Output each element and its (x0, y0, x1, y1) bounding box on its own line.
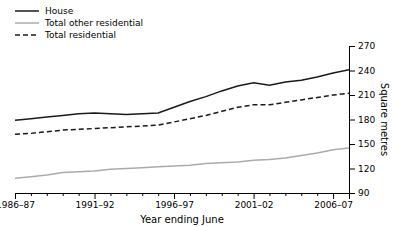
y-tick-label: 90 (358, 188, 370, 198)
x-tick-mark (47, 193, 48, 196)
x-tick (206, 193, 207, 196)
y-tick-label: 150 (358, 139, 375, 149)
x-tick-mark (222, 193, 223, 196)
x-tick-label: 1986–87 (0, 200, 35, 210)
x-tick (285, 193, 286, 196)
x-tick-mark (285, 193, 286, 196)
x-tick-mark (79, 193, 80, 196)
x-tick-mark (206, 193, 207, 196)
legend-label: House (45, 6, 74, 16)
x-tick-mark (190, 193, 191, 196)
x-tick-mark (158, 193, 159, 196)
x-tick-mark (126, 193, 127, 196)
x-tick (317, 193, 318, 196)
x-axis-line (16, 194, 350, 200)
lines (15, 70, 349, 179)
x-tick (126, 193, 127, 196)
x-tick: 2001–02 (235, 193, 274, 210)
x-tick (79, 193, 80, 196)
x-tick (222, 193, 223, 196)
y-tick-mark (349, 46, 355, 47)
x-tick: 1991–92 (76, 193, 115, 210)
x-tick-mark (269, 193, 270, 196)
x-tick-label: 1991–92 (76, 200, 115, 210)
y-axis-line (350, 47, 356, 194)
chart: 1986–87 1991–92 1996–97 2001–02 2006–07 90 120… (0, 0, 397, 227)
y-tick-mark (349, 193, 355, 194)
x-tick-mark (238, 193, 239, 196)
x-tick-mark (110, 193, 111, 196)
y-tick: 90 (349, 188, 370, 198)
y-axis: 90 120 150 180 210 240 270 (349, 41, 375, 198)
y-tick-label: 120 (358, 164, 375, 174)
x-tick (47, 193, 48, 196)
y-tick-mark (349, 169, 355, 170)
y-tick: 270 (349, 41, 375, 51)
x-tick-mark (317, 193, 318, 196)
x-tick (301, 193, 302, 196)
x-tick: 2006–07 (314, 193, 353, 210)
x-tick-mark (95, 193, 96, 199)
x-tick-mark (15, 193, 16, 199)
y-tick-mark (349, 71, 355, 72)
legend-label: Total residential (44, 30, 116, 40)
x-tick-mark (174, 193, 175, 199)
legend-item: House (15, 6, 74, 16)
plot: 1986–87 1991–92 1996–97 2001–02 2006–07 90 120… (0, 41, 390, 225)
x-tick-label: 1996–97 (155, 200, 194, 210)
y-tick-mark (349, 144, 355, 145)
y-tick: 180 (349, 115, 375, 125)
legend-item: Total other residential (15, 18, 143, 28)
x-tick (31, 193, 32, 196)
x-tick: 1996–97 (155, 193, 194, 210)
legend-swatch (15, 22, 39, 24)
y-tick: 120 (349, 164, 375, 174)
legend-label: Total other residential (44, 18, 143, 28)
y-axis-title: Square metres (379, 83, 390, 156)
x-axis: 1986–87 1991–92 1996–97 2001–02 2006–07 (0, 193, 353, 210)
x-tick (142, 193, 143, 196)
x-tick (190, 193, 191, 196)
x-tick-mark (142, 193, 143, 196)
x-tick-mark (333, 193, 334, 199)
y-tick: 240 (349, 66, 375, 76)
y-tick-mark (349, 120, 355, 121)
y-tick-label: 240 (358, 66, 375, 76)
legend: House Total other residential Total reside… (15, 6, 143, 40)
x-tick-mark (301, 193, 302, 196)
legend-swatch (15, 34, 39, 36)
y-tick-label: 270 (358, 41, 375, 51)
y-tick-label: 210 (358, 90, 375, 100)
x-axis-title: Year ending June (139, 214, 224, 225)
x-tick-label: 2001–02 (235, 200, 274, 210)
x-tick-mark (31, 193, 32, 196)
y-tick-mark (349, 95, 355, 96)
x-tick-label: 2006–07 (314, 200, 353, 210)
series-line (15, 93, 349, 134)
x-tick: 1986–87 (0, 193, 35, 210)
x-tick (269, 193, 270, 196)
x-tick-mark (63, 193, 64, 196)
y-tick: 150 (349, 139, 375, 149)
legend-item: Total residential (15, 30, 116, 40)
x-tick (110, 193, 111, 196)
x-tick-mark (254, 193, 255, 199)
y-tick-label: 180 (358, 115, 375, 125)
y-tick: 210 (349, 90, 375, 100)
legend-swatch (15, 10, 39, 12)
series-line (15, 70, 349, 121)
series-line (15, 148, 349, 178)
x-tick (158, 193, 159, 196)
x-tick (238, 193, 239, 196)
x-tick (63, 193, 64, 196)
